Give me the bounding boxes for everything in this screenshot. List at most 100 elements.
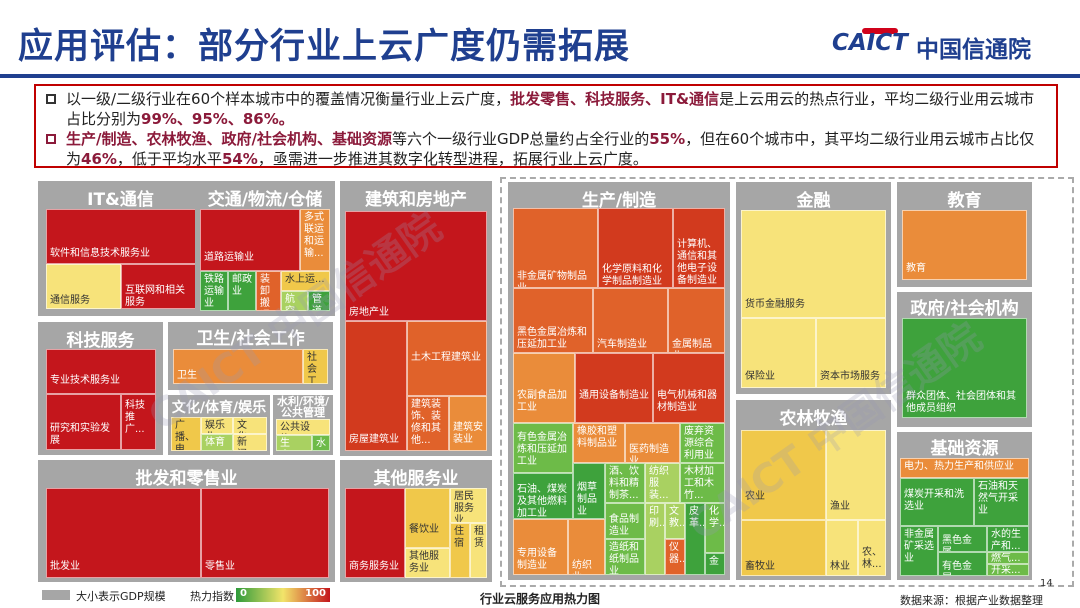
treemap-cell[interactable]: 造纸和纸制品业 xyxy=(605,539,645,575)
treemap-cell[interactable]: 水的生产和... xyxy=(987,526,1029,552)
treemap-cell[interactable]: 航空... xyxy=(281,291,308,311)
bullet-text: 是上云用云的热点行业，平均二级行业用云城市占比分别为 xyxy=(66,90,1035,128)
bullet-highlight: 批发零售、科技服务、IT&通信 xyxy=(510,90,720,108)
treemap-cell[interactable]: 烟草制品业 xyxy=(573,463,605,519)
group-title: 文化/体育/娱乐 xyxy=(171,400,267,416)
treemap-cell[interactable]: 新闻... xyxy=(233,434,267,451)
treemap-cell[interactable]: 文教... xyxy=(665,503,685,539)
treemap-cell[interactable]: 群众团体、社会团体和其他成员组织 xyxy=(902,318,1027,418)
treemap-cell[interactable]: 多式联运和运输... xyxy=(300,209,330,271)
treemap-cell[interactable]: 互联网和相关服务 xyxy=(121,264,196,309)
treemap-cell[interactable]: 专用设备制造业 xyxy=(513,519,568,575)
treemap-cell[interactable]: 居民服务业 xyxy=(450,488,487,523)
treemap-cell[interactable]: 通用设备制造业 xyxy=(575,353,653,423)
treemap-cell[interactable]: 电气机械和器材制造业 xyxy=(653,353,725,423)
treemap-cell[interactable]: 卫生 xyxy=(173,349,303,384)
treemap-cell[interactable]: 体育 xyxy=(201,434,233,451)
treemap-cell[interactable]: 广播、电视... xyxy=(171,417,201,451)
treemap-cell[interactable]: 社会工作 xyxy=(303,349,328,384)
treemap-cell[interactable]: 生态... xyxy=(276,435,312,451)
treemap-cell[interactable]: 农业 xyxy=(741,430,826,520)
treemap-cell[interactable]: 畜牧业 xyxy=(741,520,826,576)
treemap-cell[interactable]: 其他服务业 xyxy=(405,548,450,578)
treemap-cell[interactable]: 林业 xyxy=(826,520,858,576)
treemap-cell[interactable]: 软件和信息技术服务业 xyxy=(46,209,196,264)
treemap-cell[interactable]: 酒、饮料和精制茶... xyxy=(605,463,645,503)
treemap-cell[interactable]: 农、林... xyxy=(858,520,886,576)
group-title: 批发和零售业 xyxy=(135,469,238,489)
treemap-cell[interactable]: 皮革... xyxy=(685,503,705,575)
treemap-cell[interactable]: 铁路运输业 xyxy=(200,271,228,311)
treemap-cell[interactable]: 货币金融服务 xyxy=(741,210,886,318)
treemap-cell[interactable]: 建筑装饰、装修和其他... xyxy=(407,396,449,451)
treemap-cell[interactable]: 医药制造业 xyxy=(625,423,680,463)
treemap-cell[interactable]: 公共设施... xyxy=(276,419,330,435)
legend-heat-gradient: 0 100 xyxy=(236,588,330,602)
treemap-cell[interactable]: 非金属矿采选业 xyxy=(900,526,938,576)
treemap-cell[interactable]: 教育 xyxy=(902,210,1027,280)
treemap-cell[interactable]: 有色金属冶炼和压延加工业 xyxy=(513,423,573,473)
treemap-cell[interactable]: 研究和实验发展 xyxy=(46,394,121,450)
treemap-cell[interactable]: 娱乐业 xyxy=(201,417,233,434)
logo-accent xyxy=(862,28,898,34)
treemap-cell[interactable]: 印刷... xyxy=(645,503,665,575)
logo-cn: 中国信通院 xyxy=(916,37,1031,63)
treemap-cell[interactable]: 道路运输业 xyxy=(200,209,300,271)
legend-min: 0 xyxy=(240,588,247,599)
treemap-cell[interactable]: 食品制造业 xyxy=(605,503,645,539)
treemap-cell[interactable]: 化学原料和化学制品制造业 xyxy=(598,208,673,288)
treemap-cell[interactable]: 资本市场服务 xyxy=(816,318,886,388)
treemap-cell[interactable]: 金 xyxy=(705,553,725,575)
treemap-cell[interactable]: 租赁 xyxy=(470,523,487,578)
treemap-cell[interactable]: 木材加工和木竹... xyxy=(680,463,725,503)
treemap-cell[interactable]: 水上运... xyxy=(281,271,330,291)
treemap-cell[interactable]: 黑色金属... xyxy=(938,526,987,552)
treemap-cell[interactable]: 非金属矿物制品业 xyxy=(513,208,598,288)
group-title: 农林牧渔 xyxy=(779,409,848,429)
treemap-cell[interactable]: 石油、煤炭及其他燃料加工业 xyxy=(513,473,573,519)
treemap-cell[interactable]: 水 xyxy=(312,435,330,451)
treemap-cell[interactable]: 邮政业 xyxy=(228,271,256,311)
treemap-cell[interactable]: 汽车制造业 xyxy=(593,288,668,353)
treemap-cell[interactable]: 住宿 xyxy=(450,523,470,578)
treemap-cell[interactable]: 科技推广... xyxy=(121,394,156,450)
treemap-cell[interactable]: 装卸搬运和... xyxy=(256,271,281,311)
treemap-cell[interactable]: 零售业 xyxy=(201,488,329,578)
treemap-cell[interactable]: 房屋建筑业 xyxy=(345,321,407,451)
treemap-cell[interactable]: 有色金属... xyxy=(938,552,987,576)
treemap-cell[interactable]: 房地产业 xyxy=(345,211,487,321)
treemap-cell[interactable]: 黑色金属冶炼和压延加工业 xyxy=(513,288,593,353)
treemap-cell[interactable]: 通信服务 xyxy=(46,264,121,309)
treemap-cell[interactable]: 保险业 xyxy=(741,318,816,388)
treemap-cell[interactable]: 文化... xyxy=(233,417,267,434)
treemap-cell[interactable]: 建筑安装业 xyxy=(449,396,487,451)
treemap-cell[interactable]: 电力、热力生产和供应业 xyxy=(900,458,1029,478)
treemap-cell[interactable]: 开采... xyxy=(987,564,1029,576)
treemap-cell[interactable]: 石油和天然气开采业 xyxy=(974,478,1029,526)
treemap-cell[interactable]: 纺织业 xyxy=(568,519,605,575)
treemap-cell[interactable]: 计算机、通信和其他电子设备制造业 xyxy=(673,208,725,288)
treemap-cell[interactable]: 金属制品业 xyxy=(668,288,725,353)
bullet-text: ，亟需进一步推进其数字化转型进程，拓展行业上云广度。 xyxy=(257,150,648,168)
group-it: IT&通信 软件和信息技术服务业 通信服务 互联网和相关服务 xyxy=(38,181,203,316)
treemap-cell[interactable]: 专业技术服务业 xyxy=(46,349,156,394)
treemap-cell[interactable]: 废弃资源综合利用业 xyxy=(680,423,725,463)
treemap-cell[interactable]: 土木工程建筑业 xyxy=(407,321,487,396)
treemap-cell[interactable]: 化学... xyxy=(705,503,725,553)
treemap-cell[interactable]: 渔业 xyxy=(826,430,886,520)
treemap-cell[interactable]: 商务服务业 xyxy=(345,488,405,578)
treemap-cell[interactable]: 批发业 xyxy=(46,488,201,578)
group-water: 水利/环境/公共管理 公共设施... 生态... 水 xyxy=(273,395,333,455)
bullet-highlight: 生产/制造、农林牧渔、政府/社会机构、基础资源 xyxy=(66,130,392,148)
group-title: 科技服务 xyxy=(66,331,135,351)
treemap-cell[interactable]: 煤炭开采和洗选业 xyxy=(900,478,974,526)
treemap-cell[interactable]: 燃气... xyxy=(987,552,1029,564)
treemap-cell[interactable]: 农副食品加工业 xyxy=(513,353,575,423)
group-title: 其他服务业 xyxy=(373,469,459,489)
treemap-cell[interactable]: 餐饮业 xyxy=(405,488,450,548)
treemap-cell[interactable]: 橡胶和塑料制品业 xyxy=(573,423,625,463)
treemap-cell[interactable]: 管道 xyxy=(308,291,330,311)
group-tech: 科技服务 专业技术服务业 研究和实验发展 科技推广... xyxy=(38,322,163,455)
treemap-cell[interactable]: 纺织服装... xyxy=(645,463,680,503)
treemap-cell[interactable]: 仪器... xyxy=(665,539,685,575)
